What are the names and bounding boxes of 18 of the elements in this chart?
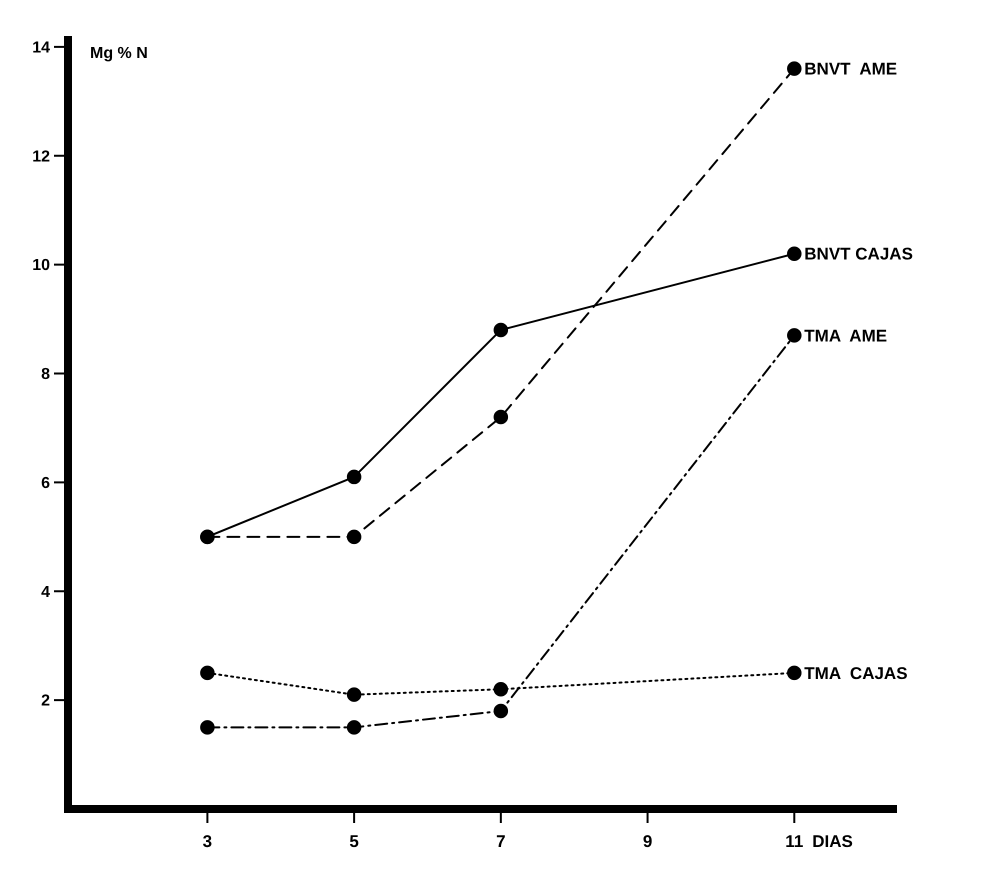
series-label: TMA CAJAS xyxy=(804,664,908,683)
series-label: BNVT CAJAS xyxy=(804,244,913,264)
y-tick-label: 8 xyxy=(41,366,50,384)
y-axis-title: Mg % N xyxy=(90,45,148,62)
y-tick-label: 4 xyxy=(41,584,50,601)
series-label: BNVT AME xyxy=(804,60,898,79)
x-tick-label: 11 xyxy=(785,832,804,851)
series-label: TMA AME xyxy=(804,326,888,346)
x-tick-label: 3 xyxy=(202,832,212,851)
y-tick-label: 12 xyxy=(32,148,50,166)
x-tick-label: 7 xyxy=(496,832,506,851)
x-axis-title: DIAS xyxy=(812,832,853,851)
x-tick-label: 5 xyxy=(349,832,359,851)
y-tick-label: 6 xyxy=(41,474,50,492)
y-tick-label: 10 xyxy=(32,257,50,274)
x-tick-label: 9 xyxy=(642,832,652,851)
y-tick-label: 14 xyxy=(32,39,50,56)
y-tick-label: 2 xyxy=(41,692,50,710)
